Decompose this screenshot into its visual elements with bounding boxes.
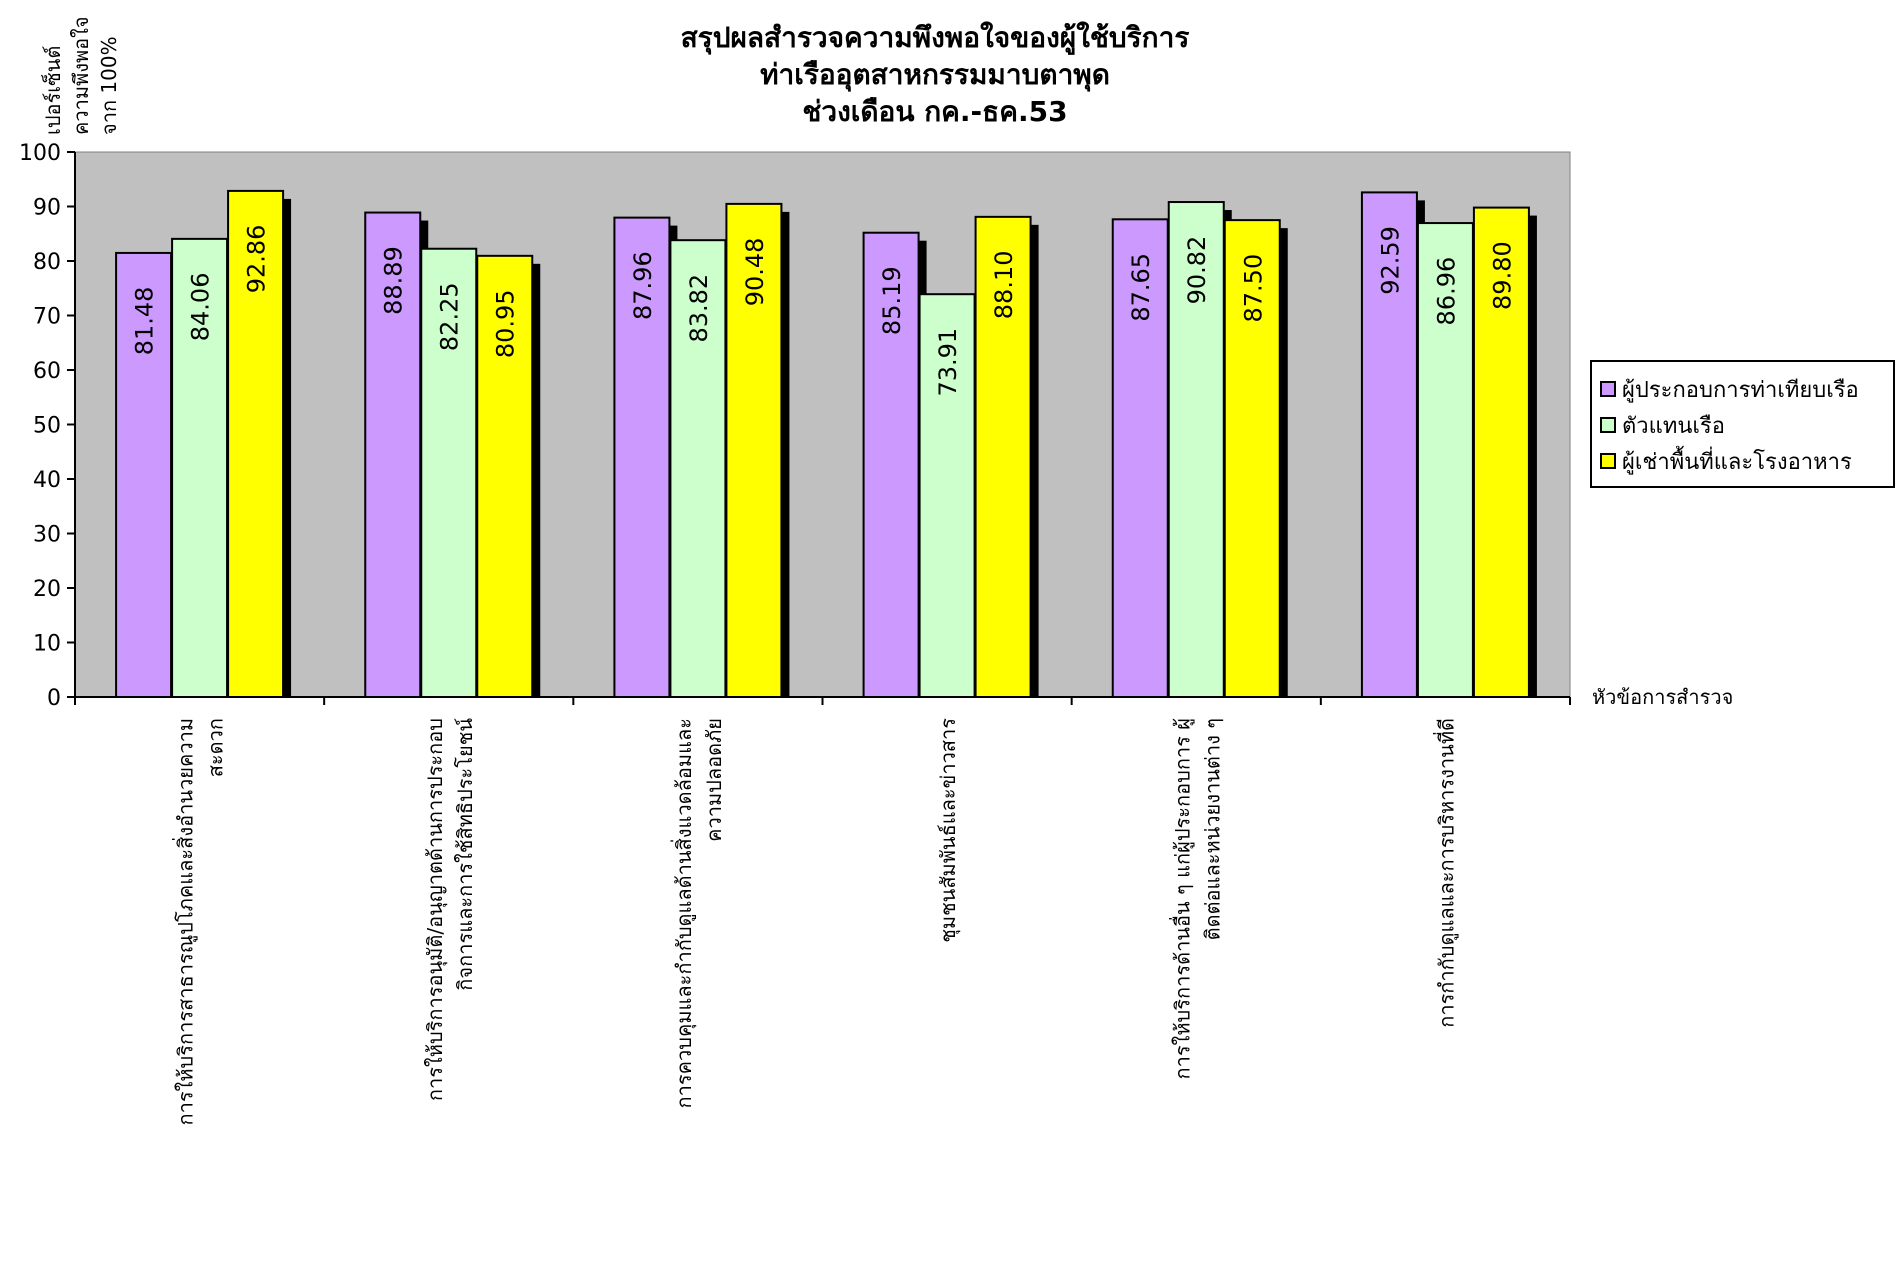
chart-title-line: ช่วงเดือน กค.-ธค.53: [802, 95, 1067, 128]
legend-item: ผู้เช่าพื้นที่และโรงอาหาร: [1600, 444, 1852, 478]
legend-swatch: [1600, 381, 1616, 397]
bar-shadow: [1528, 215, 1537, 697]
category-label: ความปลอดภัย: [702, 718, 726, 842]
data-label: 80.95: [492, 289, 520, 358]
bar: [1111, 218, 1169, 698]
y-tick-label: 100: [19, 141, 61, 166]
bar: [227, 189, 285, 698]
bar-shadow: [532, 263, 541, 697]
axes: 0 10 20 30 40 50 60 70 80 90 100: [19, 141, 1571, 711]
data-label: 87.96: [629, 251, 657, 320]
data-label: 86.96: [1432, 257, 1460, 326]
bar: [420, 247, 478, 699]
category-label: ติดต่อและหน่วยงานต่าง ๆ: [1200, 718, 1224, 940]
legend-swatch: [1600, 453, 1616, 469]
y-axis-label: เปอร์เซ็นต์ ความพึงพอใจ จาก 100%: [40, 16, 121, 135]
data-label: 89.80: [1488, 241, 1516, 310]
data-label: 83.82: [685, 274, 713, 343]
category-label: สะดวก: [204, 718, 228, 777]
bars: 81.48 84.06 92.86 88.89 82.25 80.95 87.96 83.82…: [115, 189, 1537, 699]
legend-label: ผู้เช่าพื้นที่และโรงอาหาร: [1622, 449, 1852, 475]
legend-label: ผู้ประกอบการท่าเทียบเรือ: [1622, 377, 1859, 403]
data-label: 92.86: [243, 225, 271, 294]
bar: [1416, 222, 1474, 698]
data-label: 85.19: [878, 266, 906, 335]
chart-title: สรุปผลสำรวจความพึงพอใจของผู้ใช้บริการท่า…: [681, 21, 1190, 128]
bar: [862, 231, 920, 698]
bar: [1167, 201, 1225, 698]
bar: [171, 237, 229, 699]
bar: [725, 202, 783, 698]
data-label: 73.91: [934, 328, 962, 397]
data-label: 88.10: [990, 250, 1018, 319]
y-tick-label: 40: [33, 468, 61, 493]
category-label: การควบคุมและกำกับดูแลด้านสิ่งแวดล้อมและ: [670, 718, 697, 1108]
data-label: 88.89: [380, 246, 408, 315]
data-label: 81.48: [131, 287, 159, 356]
y-tick-label: 0: [47, 686, 61, 711]
bar-shadow: [781, 211, 790, 697]
legend-label: ตัวแทนเรือ: [1622, 413, 1725, 439]
y-tick-label: 50: [33, 414, 61, 439]
y-axis-label-line: เปอร์เซ็นต์: [40, 46, 65, 135]
bar: [918, 293, 976, 698]
y-axis-label-line: ความพึงพอใจ: [69, 16, 93, 135]
y-tick-label: 80: [33, 250, 61, 275]
x-axis-label: หัวข้อการสำรวจ: [1592, 685, 1733, 709]
category-label: การให้บริการอนุมัติ/อนุญาตด้านการประกอบ: [423, 718, 448, 1101]
data-label: 87.50: [1239, 254, 1267, 323]
y-tick-label: 60: [33, 359, 61, 384]
y-tick-label: 20: [33, 577, 61, 602]
data-label: 90.48: [741, 238, 769, 307]
bar-shadow: [1279, 228, 1288, 697]
category-label: การให้บริการด้านอื่น ๆ แก่ผู้ประกอบการ ผ…: [1168, 718, 1195, 1079]
legend-item: ตัวแทนเรือ: [1600, 408, 1725, 442]
data-label: 92.59: [1376, 226, 1404, 295]
data-label: 82.25: [436, 282, 464, 351]
bar: [974, 215, 1032, 698]
category-label: การให้บริการสาธารณูปโภคและสิ่งอำนวยความ: [172, 718, 199, 1125]
y-tick-label: 90: [33, 196, 61, 221]
bar: [476, 254, 534, 698]
data-label: 90.82: [1183, 236, 1211, 305]
category-label: กิจการและการใช้สิทธิประโยชน์: [453, 718, 477, 991]
bar-shadow: [283, 198, 292, 697]
data-label: 87.65: [1127, 253, 1155, 322]
category-label: ชุมชนสัมพันธ์และข่าวสาร: [936, 718, 961, 943]
category-label: การกำกับดูแลและการบริหารงานที่ดี: [1432, 718, 1459, 1028]
bar: [364, 211, 422, 698]
bar: [1472, 206, 1530, 698]
bar-shadow: [1030, 224, 1039, 698]
legend-swatch: [1600, 417, 1616, 433]
legend-item: ผู้ประกอบการท่าเทียบเรือ: [1600, 372, 1859, 406]
chart-title-line: ท่าเรืออุตสาหกรรมมาบตาพุด: [760, 58, 1110, 92]
y-tick-label: 10: [33, 632, 61, 657]
chart-title-line: สรุปผลสำรวจความพึงพอใจของผู้ใช้บริการ: [681, 21, 1190, 55]
legend: ผู้ประกอบการท่าเทียบเรือ ตัวแทนเรือ ผู้เ…: [1590, 360, 1895, 488]
plot-area: [74, 151, 1571, 698]
data-label: 84.06: [187, 273, 215, 342]
y-tick-label: 70: [33, 305, 61, 330]
category-labels: การให้บริการสาธารณูปโภคและสิ่งอำนวยความส…: [172, 718, 1460, 1126]
y-tick-label: 30: [33, 523, 61, 548]
y-axis-label-line: จาก 100%: [97, 36, 121, 135]
